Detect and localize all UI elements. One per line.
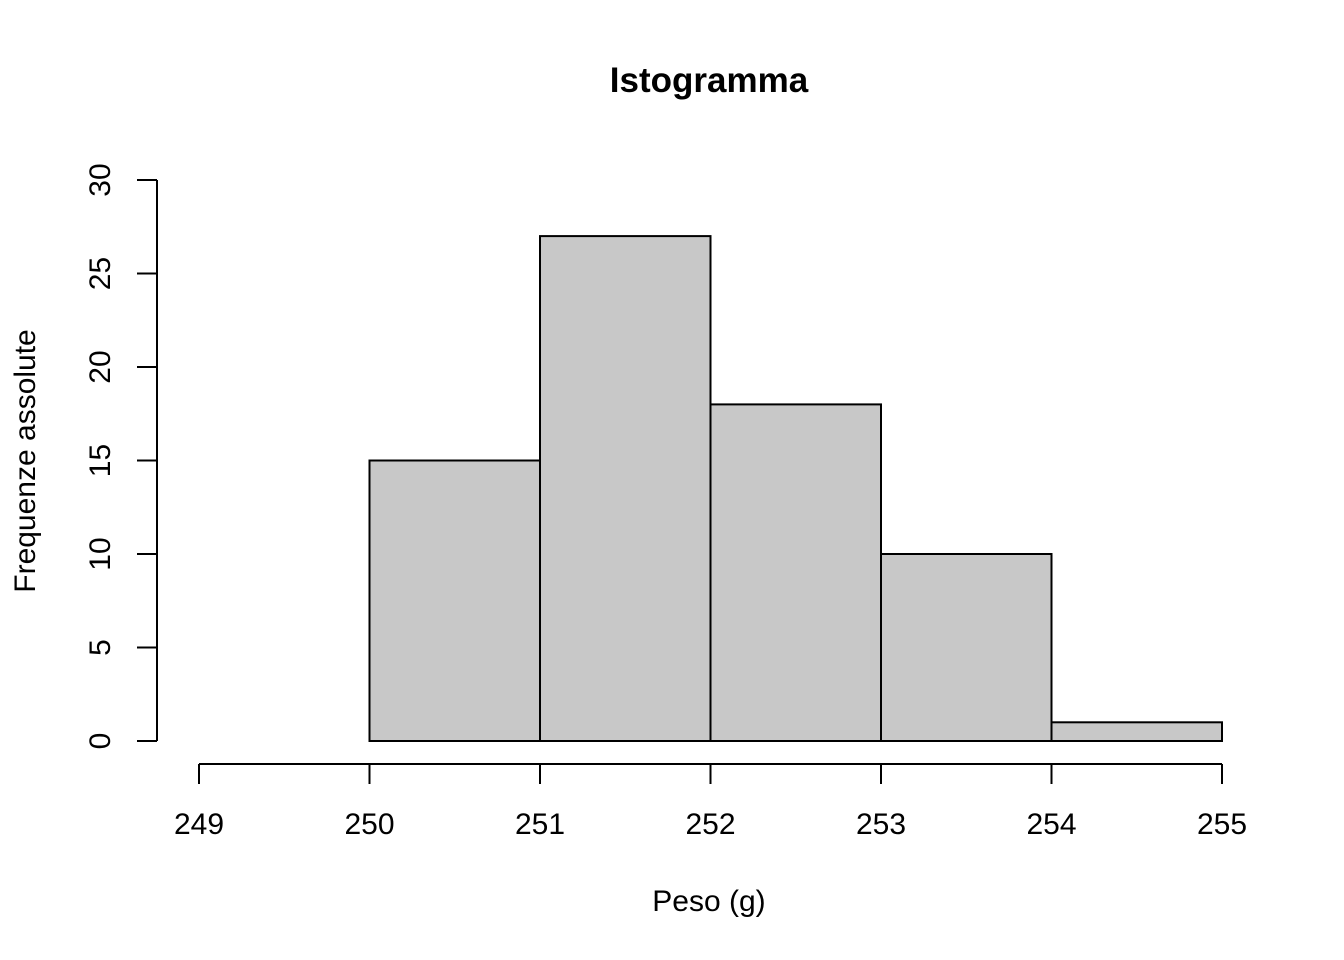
histogram-bar-254-255 xyxy=(1050,721,1223,742)
x-tick-label: 255 xyxy=(1197,808,1247,841)
histogram-bar-252-253 xyxy=(709,403,882,742)
x-tick-label: 254 xyxy=(1026,808,1076,841)
x-tick-label: 253 xyxy=(856,808,906,841)
histogram-bar-251-252 xyxy=(539,235,712,742)
y-tick-label: 15 xyxy=(84,444,117,477)
bars-group xyxy=(368,235,1223,742)
y-tick-label: 25 xyxy=(84,257,117,290)
x-tick-label: 249 xyxy=(174,808,224,841)
y-tick-label: 20 xyxy=(84,350,117,383)
y-tick-label: 30 xyxy=(84,163,117,196)
histogram-bar-253-254 xyxy=(880,553,1053,742)
x-tick-label: 250 xyxy=(344,808,394,841)
x-tick-label: 251 xyxy=(515,808,565,841)
x-axis: 249 250 251 252 253 254 255 xyxy=(174,763,1247,841)
y-tick-label: 10 xyxy=(84,537,117,570)
x-axis-title: Peso (g) xyxy=(652,885,765,918)
y-axis-title: Frequenze assolute xyxy=(9,329,42,593)
x-tick-label: 252 xyxy=(685,808,735,841)
y-axis: 0 5 10 15 20 25 30 xyxy=(84,163,158,750)
y-tick-label: 0 xyxy=(84,733,117,750)
chart-title: Istogramma xyxy=(610,61,809,100)
histogram-bar-250-251 xyxy=(368,459,541,742)
y-tick-label: 5 xyxy=(84,639,117,656)
